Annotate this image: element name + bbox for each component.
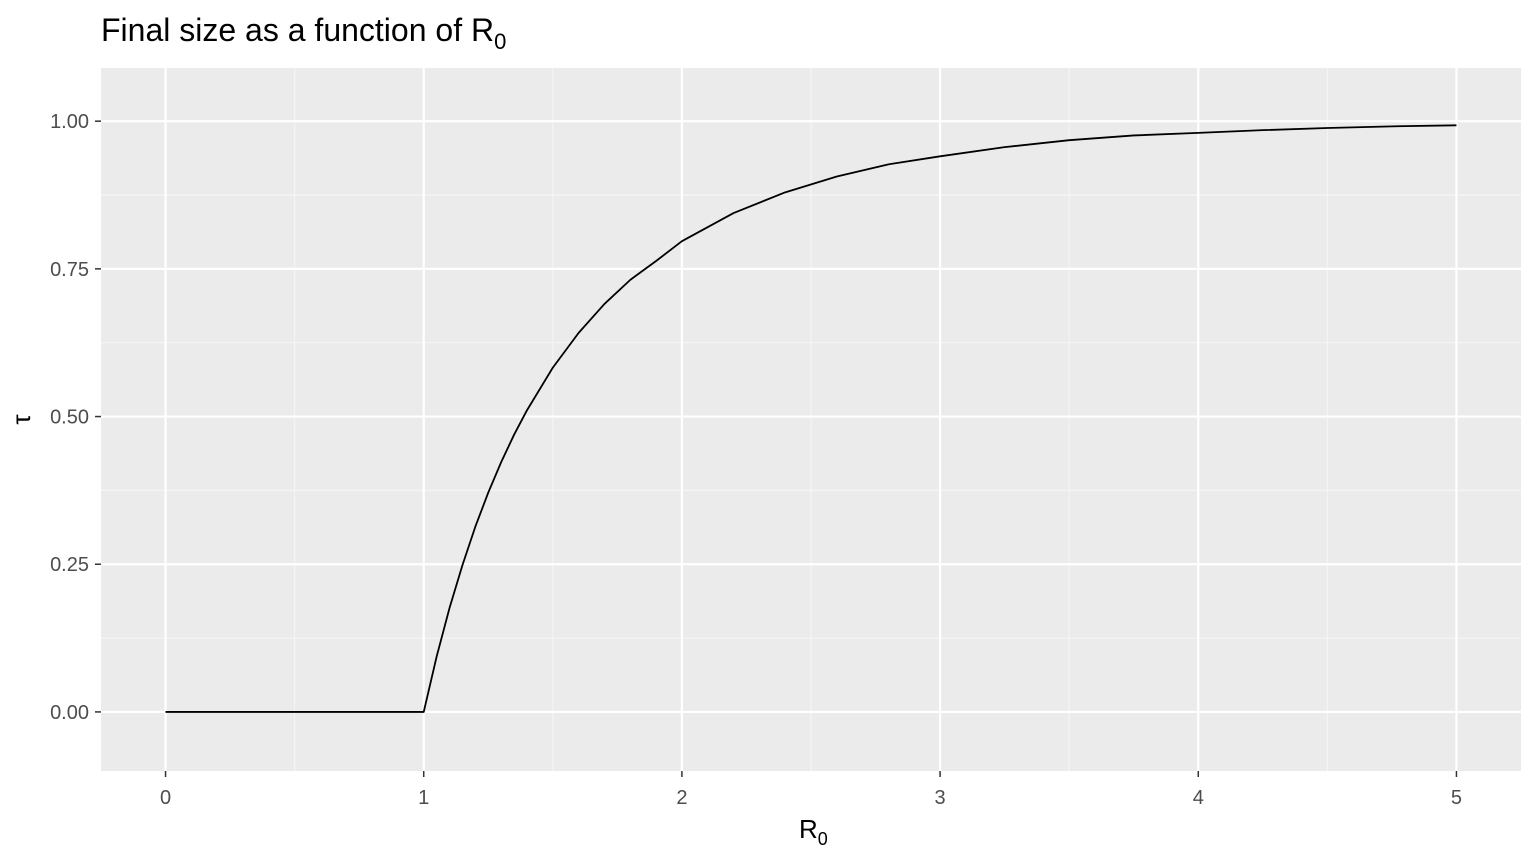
x-tick-label: 0 (160, 787, 171, 809)
chart-title-main: Final size as a function of R (101, 12, 494, 48)
x-tick-label: 1 (418, 787, 429, 809)
y-tick-label: 1.00 (50, 111, 89, 133)
y-axis: 0.00 0.25 0.50 0.75 1.00 (50, 111, 101, 724)
y-tick-label: 0.00 (50, 702, 89, 724)
chart-title: Final size as a function of R0 (101, 12, 506, 54)
y-tick-label: 0.75 (50, 259, 89, 281)
x-tick-label: 3 (935, 787, 946, 809)
final-size-line (165, 124, 1457, 713)
y-axis-label: τ (6, 414, 36, 425)
x-axis-label: R0 (799, 814, 828, 849)
x-tick-label: 5 (1451, 787, 1462, 809)
x-axis-label-main: R (799, 814, 818, 844)
chart-title-subscript: 0 (494, 29, 506, 54)
y-tick-label: 0.25 (50, 554, 89, 576)
x-tick-label: 2 (676, 787, 687, 809)
x-tick-label: 4 (1193, 787, 1204, 809)
x-axis-label-subscript: 0 (818, 829, 828, 849)
y-tick-label: 0.50 (50, 407, 89, 429)
x-axis: 0 1 2 3 4 5 (160, 771, 1462, 809)
